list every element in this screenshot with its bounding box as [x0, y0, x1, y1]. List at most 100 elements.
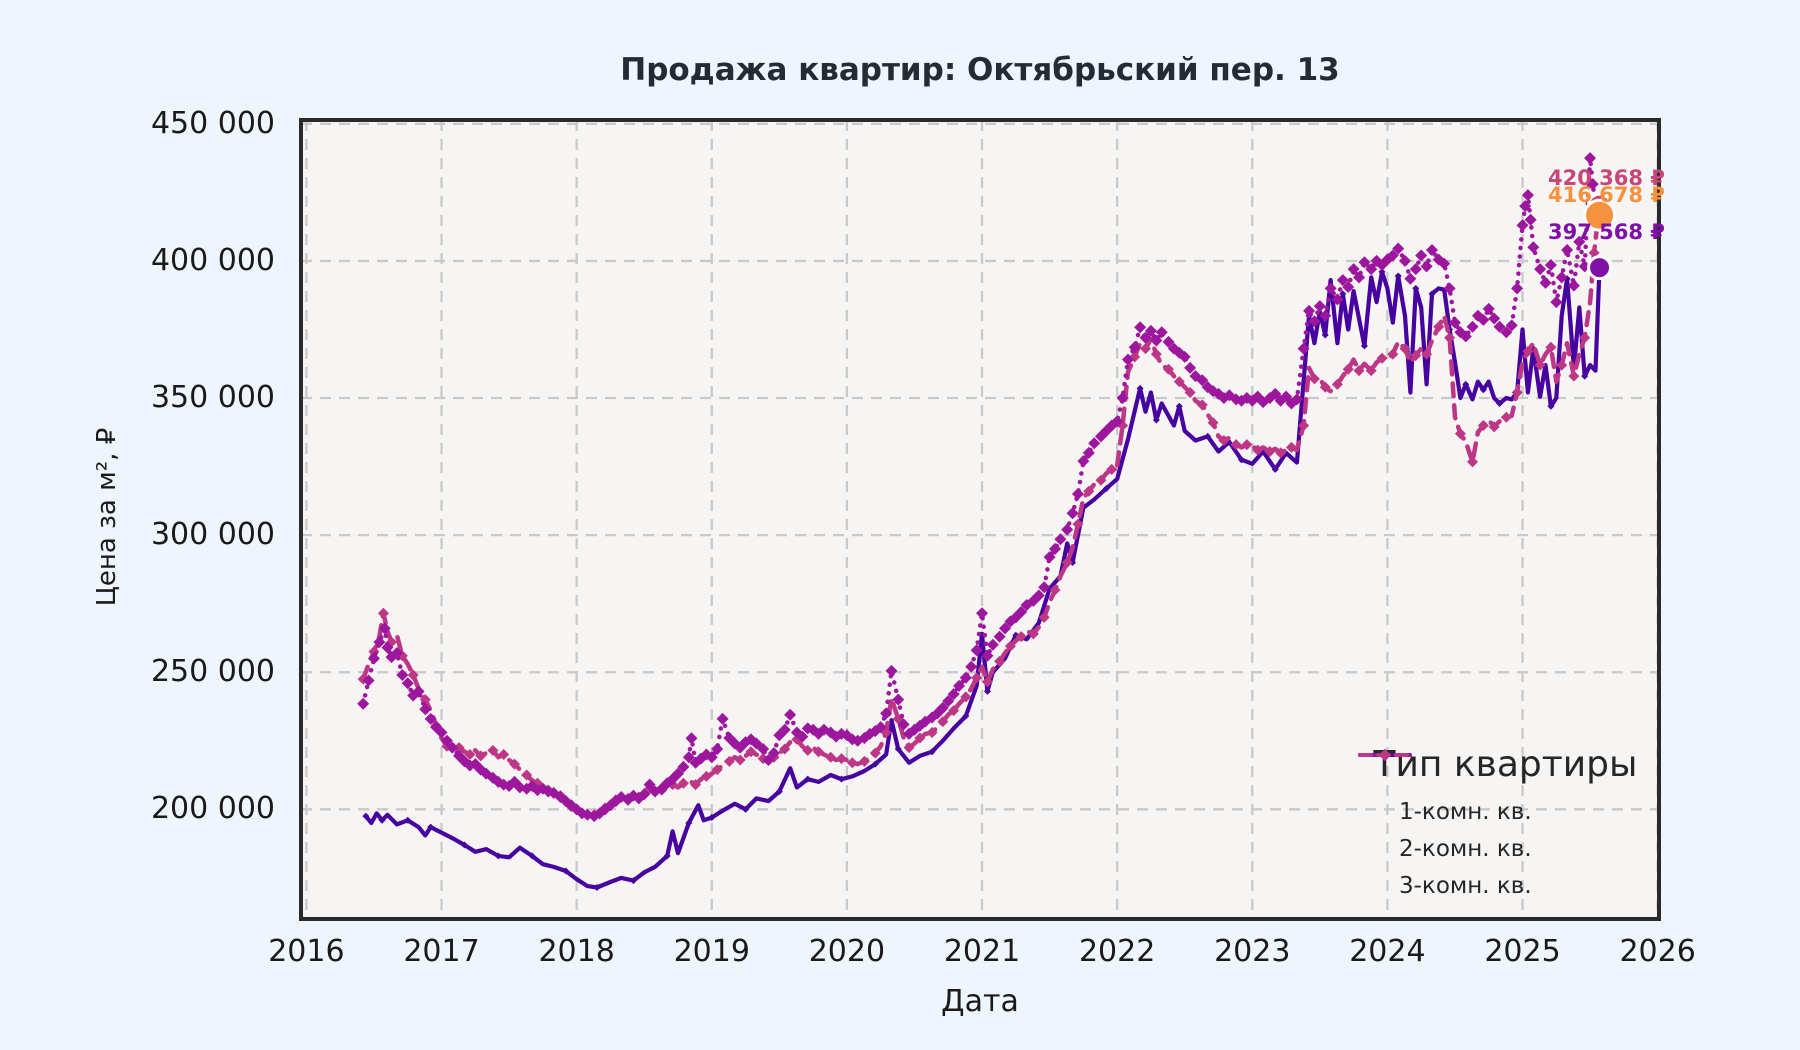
marker-diamond [1264, 446, 1276, 457]
marker-diamond [1399, 343, 1411, 355]
marker-diamond [700, 770, 712, 782]
marker-diamond [926, 727, 938, 739]
marker-diamond [971, 672, 983, 684]
marker-diamond [1241, 439, 1253, 451]
marker-diamond [928, 748, 936, 756]
x-tick-label: 2023 [1214, 934, 1291, 969]
marker-diamond [367, 652, 380, 665]
marker-diamond [1004, 640, 1016, 652]
x-tick-label: 2022 [1078, 934, 1156, 969]
marker-diamond [1106, 463, 1118, 475]
marker-diamond [723, 755, 735, 767]
marker-diamond [1550, 296, 1563, 309]
marker-diamond [1488, 421, 1500, 433]
marker-diamond [1077, 455, 1090, 468]
marker-diamond [970, 644, 983, 657]
marker-diamond [1066, 507, 1079, 520]
marker-diamond [381, 641, 394, 654]
marker-diamond [1505, 319, 1518, 332]
marker-diamond [1072, 518, 1084, 530]
x-tick-label: 2019 [673, 934, 750, 969]
marker-diamond [1303, 304, 1316, 317]
marker-diamond [1196, 399, 1208, 411]
marker-diamond [716, 712, 729, 725]
marker-diamond [1032, 589, 1045, 602]
marker-diamond [1275, 447, 1287, 459]
marker-diamond [435, 726, 448, 739]
last-price-annotation: 397 568 ₽ [1548, 220, 1665, 244]
marker-diamond [742, 805, 750, 813]
marker-diamond [1184, 361, 1197, 374]
marker-diamond [802, 744, 814, 756]
marker-diamond [685, 819, 693, 827]
marker-diamond [464, 748, 476, 760]
x-tick-label: 2016 [268, 934, 345, 969]
marker-diamond [1230, 439, 1242, 451]
marker-diamond [1083, 485, 1095, 497]
marker-diamond [1095, 474, 1107, 486]
marker-diamond [745, 746, 757, 758]
marker-diamond [404, 816, 412, 824]
marker-diamond [994, 655, 1006, 667]
marker-diamond [837, 775, 845, 783]
marker-diamond [1321, 331, 1329, 339]
marker-diamond [1443, 282, 1456, 295]
marker-diamond [1394, 272, 1402, 280]
x-tick-label: 2026 [1619, 934, 1696, 969]
marker-diamond [412, 685, 425, 698]
marker-diamond [453, 742, 465, 754]
marker-diamond [1319, 309, 1332, 322]
marker-diamond [671, 767, 684, 780]
marker-diamond [643, 778, 656, 791]
marker-diamond [986, 638, 999, 651]
marker-diamond [1353, 365, 1365, 377]
marker-diamond [1269, 387, 1282, 400]
x-tick-label: 2017 [403, 934, 480, 969]
series-line-2 [360, 155, 1602, 819]
marker-diamond [1308, 315, 1321, 328]
axes-frame [299, 118, 1661, 921]
marker-diamond [1358, 256, 1371, 269]
marker-diamond [1376, 352, 1388, 364]
marker-diamond [1196, 374, 1209, 387]
marker-diamond [835, 753, 847, 765]
marker-diamond [1140, 343, 1152, 355]
marker-diamond [1152, 416, 1160, 424]
marker-diamond [1477, 313, 1490, 326]
marker-diamond [1336, 274, 1349, 287]
marker-diamond [894, 745, 902, 753]
marker-diamond [1162, 363, 1174, 375]
marker-diamond [1421, 348, 1433, 360]
marker-diamond [1319, 381, 1331, 393]
marker-diamond [1482, 302, 1495, 315]
marker-diamond [1365, 365, 1377, 377]
marker-diamond [1342, 280, 1355, 293]
legend-item-label: 3-комн. кв. [1399, 872, 1532, 899]
marker-diamond [1409, 263, 1422, 276]
marker-diamond [983, 687, 991, 695]
marker-diamond [757, 743, 770, 755]
marker-diamond [1342, 363, 1354, 375]
marker-diamond [1184, 387, 1196, 399]
marker-diamond [593, 883, 601, 891]
marker-diamond [708, 814, 716, 822]
marker-diamond [663, 852, 671, 860]
marker-diamond [521, 769, 533, 781]
marker-diamond [1048, 542, 1061, 555]
marker-diamond [1544, 259, 1557, 272]
legend-title: Тип квартиры [1373, 744, 1638, 785]
marker-diamond [424, 712, 437, 725]
marker-diamond [1378, 268, 1386, 276]
last-price-annotation: 420 368 ₽ [1548, 166, 1665, 190]
marker-diamond [1438, 257, 1451, 270]
marker-diamond [1420, 260, 1433, 273]
marker-diamond [1534, 263, 1547, 276]
marker-diamond [880, 707, 893, 720]
x-tick-label: 2018 [538, 934, 615, 969]
marker-diamond [1387, 348, 1399, 360]
marker-diamond [1049, 584, 1061, 596]
marker-diamond [885, 664, 898, 677]
marker-diamond [1353, 271, 1366, 284]
marker-diamond [960, 691, 972, 703]
